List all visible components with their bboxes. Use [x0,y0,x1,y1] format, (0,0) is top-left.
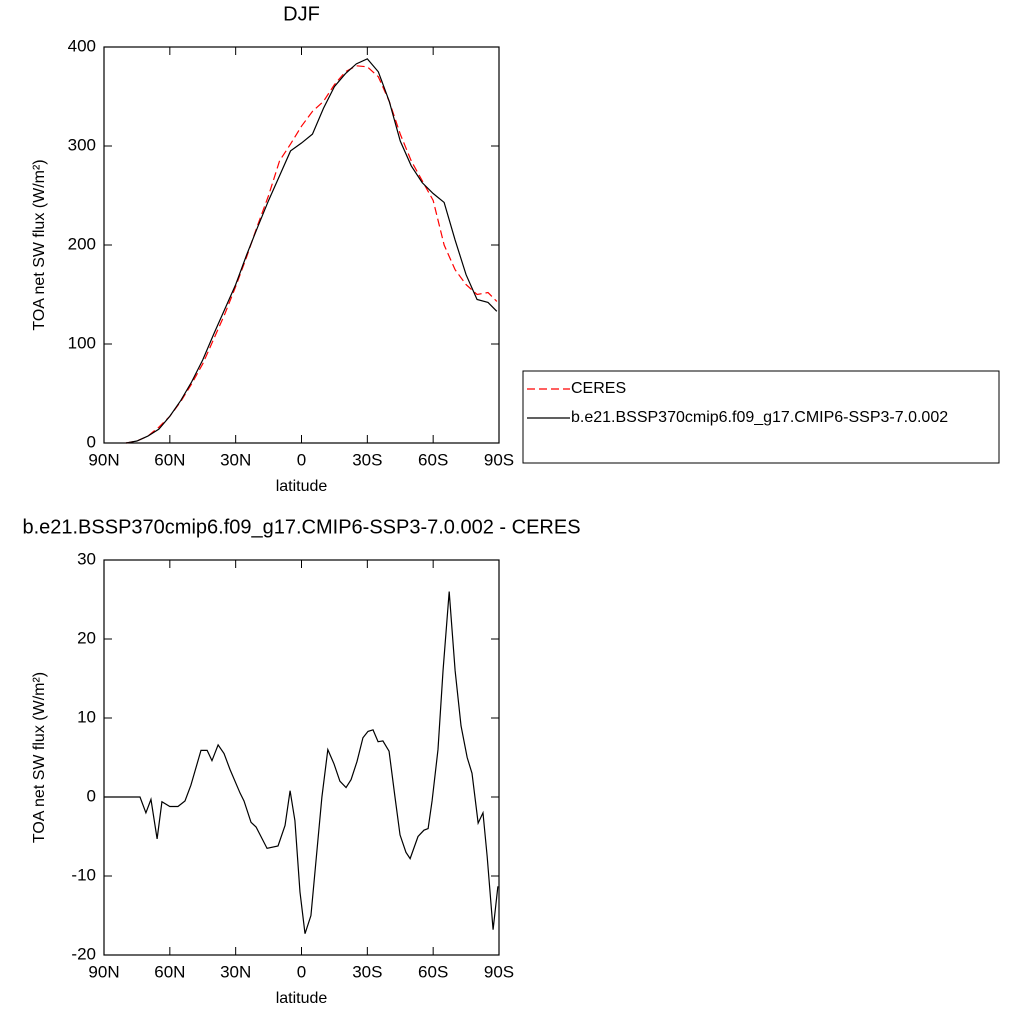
y-tick-label: 400 [68,36,96,55]
x-tick-label: 60S [418,450,448,469]
x-tick-label: 90S [484,450,514,469]
chart-title: DJF [283,3,320,25]
x-tick-label: 60S [418,962,448,981]
x-tick-label: 30S [352,450,382,469]
x-tick-label: 0 [297,962,306,981]
series-line [104,591,499,934]
y-tick-label: 0 [87,786,96,805]
plot-frame [103,46,500,444]
y-tick-label: 10 [77,707,96,726]
y-tick-label: 200 [68,234,96,253]
series-line [125,65,498,444]
x-tick-label: 90N [88,450,119,469]
y-tick-label: 0 [87,432,96,451]
x-tick-label: 30S [352,962,382,981]
series-line [125,58,498,444]
y-tick-label: 300 [68,135,96,154]
chart-title: b.e21.BSSP370cmip6.f09_g17.CMIP6-SSP3-7.… [22,516,580,538]
y-tick-label: 20 [77,628,96,647]
y-tick-label: -20 [71,944,96,963]
legend-label: CERES [571,380,626,397]
legend-label: b.e21.BSSP370cmip6.f09_g17.CMIP6-SSP3-7.… [571,409,948,426]
x-tick-label: 90N [88,962,119,981]
y-axis-label: TOA net SW flux (W/m²) [31,159,48,330]
y-tick-label: 30 [77,549,96,568]
y-tick-label: -10 [71,865,96,884]
y-axis-label: TOA net SW flux (W/m²) [31,672,48,843]
x-axis-label: latitude [276,990,328,1007]
x-tick-label: 60N [154,962,185,981]
x-tick-label: 90S [484,962,514,981]
y-tick-label: 100 [68,333,96,352]
x-axis-label: latitude [276,478,328,495]
x-tick-label: 30N [220,962,251,981]
legend-box [522,370,1000,464]
plot-frame [103,559,500,956]
x-tick-label: 60N [154,450,185,469]
x-tick-label: 30N [220,450,251,469]
x-tick-label: 0 [297,450,306,469]
